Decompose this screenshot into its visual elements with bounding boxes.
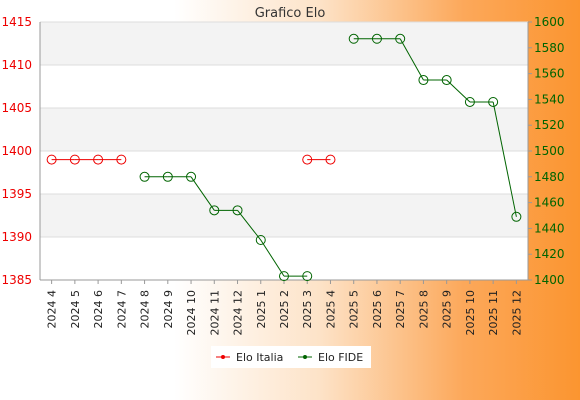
data-point-elo-fide — [162, 171, 173, 182]
data-point-elo-fide — [348, 33, 359, 44]
x-tick-label: 2025 8 — [417, 290, 430, 329]
left-axis-ticks: 1385 1390 1395 1400 1405 1410 1415 — [1, 15, 32, 287]
data-point-elo-italia — [46, 154, 57, 165]
x-tick-label: 2024 11 — [208, 290, 221, 336]
x-tick-label: 2025 6 — [371, 290, 384, 329]
legend-item-elo-italia: Elo Italia — [216, 351, 283, 364]
plot-band — [40, 194, 528, 237]
x-tick-label: 2025 10 — [464, 290, 477, 336]
right-tick-label: 1440 — [534, 221, 565, 235]
x-tick-label: 2025 3 — [301, 290, 314, 329]
right-tick-label: 1400 — [534, 273, 565, 287]
data-point-elo-italia — [302, 154, 313, 165]
right-tick-label: 1560 — [534, 67, 565, 81]
x-tick-label: 2024 7 — [115, 290, 128, 329]
legend-label-elo-fide: Elo FIDE — [318, 351, 363, 364]
data-point-elo-fide — [464, 96, 475, 107]
left-tick-label: 1395 — [1, 187, 32, 201]
left-tick-label: 1405 — [1, 101, 32, 115]
series-layer — [46, 33, 522, 282]
right-tick-label: 1500 — [534, 144, 565, 158]
series-segment-elo-fide — [260, 239, 285, 277]
left-tick-label: 1410 — [1, 58, 32, 72]
x-tick-label: 2025 4 — [324, 290, 337, 329]
x-tick-label: 2025 9 — [441, 290, 454, 329]
data-point-elo-fide — [255, 235, 266, 246]
data-point-elo-fide — [511, 211, 522, 222]
x-tick-label: 2025 2 — [278, 290, 291, 329]
series-segment-elo-fide — [399, 38, 424, 81]
series-segment-elo-fide — [237, 210, 262, 241]
legend-marker-elo-fide — [303, 355, 307, 359]
data-point-elo-italia — [69, 154, 80, 165]
right-tick-label: 1540 — [534, 92, 565, 106]
right-axis-ticks: 1400 1420 1440 1460 1480 1500 1520 1540 1560 1580… — [528, 15, 565, 287]
x-axis-ticks: 2024 4 2024 5 2024 6 2024 7 2024 8 2024 9 2024… — [46, 280, 523, 336]
data-point-elo-fide — [441, 75, 452, 86]
chart-title: Grafico Elo — [255, 6, 326, 21]
legend-box — [211, 346, 371, 368]
data-point-elo-italia — [93, 154, 104, 165]
plot-band — [40, 151, 528, 194]
plot-band — [40, 108, 528, 151]
legend: Elo Italia Elo FIDE — [211, 346, 371, 368]
series-segment-elo-fide — [446, 79, 471, 103]
legend-marker-elo-italia — [221, 355, 225, 359]
data-point-elo-fide — [488, 96, 499, 107]
x-tick-label: 2024 12 — [232, 290, 245, 336]
x-tick-label: 2024 10 — [185, 290, 198, 336]
left-tick-label: 1415 — [1, 15, 32, 29]
x-tick-label: 2025 11 — [487, 290, 500, 336]
data-point-elo-fide — [139, 171, 150, 182]
x-tick-label: 2025 7 — [394, 290, 407, 329]
x-tick-label: 2024 5 — [69, 290, 82, 329]
right-tick-label: 1600 — [534, 15, 565, 29]
data-point-elo-italia — [116, 154, 127, 165]
x-tick-label: 2024 8 — [139, 290, 152, 329]
left-tick-label: 1400 — [1, 144, 32, 158]
left-tick-label: 1385 — [1, 273, 32, 287]
legend-label-elo-italia: Elo Italia — [236, 351, 283, 364]
data-point-elo-fide — [232, 205, 243, 216]
legend-item-elo-fide: Elo FIDE — [298, 351, 363, 364]
series-segment-elo-fide — [492, 101, 517, 217]
plot-band — [40, 65, 528, 108]
right-tick-label: 1520 — [534, 118, 565, 132]
x-tick-label: 2025 12 — [510, 290, 523, 336]
plot-background — [40, 22, 528, 280]
right-tick-label: 1580 — [534, 41, 565, 55]
right-tick-label: 1420 — [534, 247, 565, 261]
x-tick-label: 2024 9 — [162, 290, 175, 329]
series-segment-elo-fide — [190, 176, 215, 211]
data-point-elo-fide — [371, 33, 382, 44]
data-point-elo-fide — [186, 171, 197, 182]
x-tick-label: 2024 6 — [92, 290, 105, 329]
x-tick-label: 2024 4 — [46, 290, 59, 329]
data-point-elo-fide — [209, 205, 220, 216]
data-point-elo-fide — [302, 271, 313, 282]
data-point-elo-fide — [418, 75, 429, 86]
data-point-elo-fide — [395, 33, 406, 44]
plot-band — [40, 22, 528, 65]
left-tick-label: 1390 — [1, 230, 32, 244]
data-point-elo-fide — [279, 271, 289, 282]
right-tick-label: 1460 — [534, 196, 565, 210]
x-tick-label: 2025 5 — [348, 290, 361, 329]
x-tick-label: 2025 1 — [255, 290, 268, 329]
data-point-elo-italia — [325, 154, 336, 165]
plot-band — [40, 237, 528, 280]
right-tick-label: 1480 — [534, 170, 565, 184]
